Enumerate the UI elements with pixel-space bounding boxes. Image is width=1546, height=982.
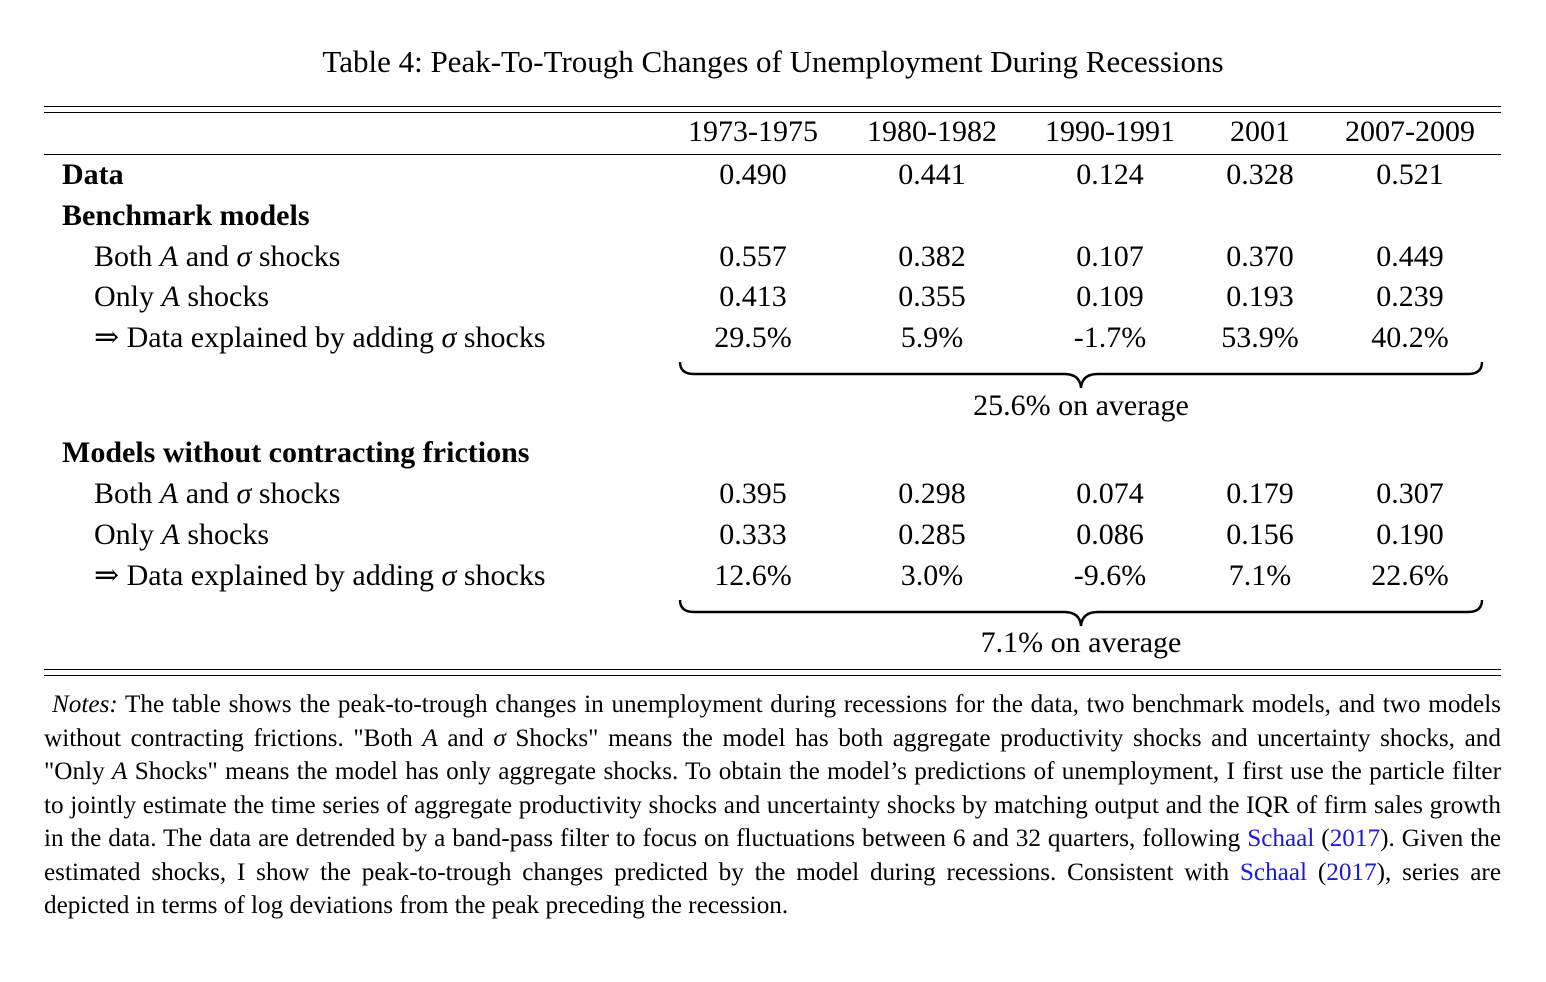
table-cell: 0.190 [1376,518,1444,551]
table-cell: 0.239 [1376,280,1444,313]
table-cell: 0.395 [719,477,787,510]
table-cell: 0.179 [1226,477,1294,510]
table-cell: 29.5% [714,321,792,354]
row-label-data: Data [62,158,124,191]
table-cell: -1.7% [1073,321,1147,354]
col-header: 2001 [1230,115,1290,148]
citation-link-year[interactable]: 2017 [1326,858,1377,886]
table-cell: 0.086 [1076,518,1144,551]
col-header: 1990-1991 [1045,115,1175,148]
table-cell: 0.328 [1226,158,1294,191]
table-cell: 0.107 [1076,240,1144,273]
citation-link-year[interactable]: 2017 [1329,825,1381,852]
section-header-benchmark: Benchmark models [62,199,310,232]
table-cell: 0.557 [719,240,787,273]
table-cell: 0.285 [898,518,966,551]
table-cell: 0.333 [719,518,787,551]
bottom-rule-2 [44,675,1501,676]
table-cell: 0.193 [1226,280,1294,313]
citation-link-schaal[interactable]: Schaal [1239,858,1308,886]
table-cell: 0.109 [1076,280,1144,313]
table-cell: 0.413 [719,280,787,313]
table-cell: 0.074 [1076,477,1144,510]
row-label-benchmark-only: Only A shocks [94,280,269,313]
table-cell: 0.124 [1076,158,1144,191]
table-cell: 0.298 [898,477,966,510]
table-cell: 0.449 [1376,240,1444,273]
row-label-nofriction-both: Both A and σ shocks [94,477,341,510]
table-cell: 0.382 [898,240,966,273]
table-cell: 7.1% [1228,559,1292,592]
benchmark-average: 25.6% on average [973,389,1189,422]
table-cell: 0.490 [719,158,787,191]
underbrace-nofriction [678,599,1484,627]
table-cell: 0.370 [1226,240,1294,273]
table-cell: 12.6% [714,559,792,592]
col-header: 1973-1975 [688,115,818,148]
table-cell: 40.2% [1371,321,1449,354]
table-cell: 0.521 [1376,158,1444,191]
table-cell: 5.9% [900,321,964,354]
top-rule-2 [44,112,1501,113]
col-header: 1980-1982 [867,115,997,148]
top-rule [44,106,1501,107]
header-rule [44,154,1501,155]
table-cell: 53.9% [1221,321,1299,354]
section-header-nofriction: Models without contracting frictions [62,436,530,469]
nofriction-average: 7.1% on average [980,626,1182,659]
table-cell: 22.6% [1371,559,1449,592]
table-cell: 0.156 [1226,518,1294,551]
table-caption: Table 4: Peak-To-Trough Changes of Unemp… [322,44,1224,79]
table-cell: 0.441 [898,158,966,191]
table-cell: -9.6% [1073,559,1147,592]
notes-label: Notes: [52,691,118,718]
row-label-nofriction-explained: ⇒ Data explained by adding σ shocks [94,559,546,592]
row-label-nofriction-only: Only A shocks [94,518,269,551]
bottom-rule [44,669,1501,670]
table-notes: Notes: The table shows the peak-to-troug… [44,691,1502,919]
col-header: 2007-2009 [1345,115,1475,148]
table-cell: 3.0% [900,559,964,592]
row-label-benchmark-both: Both A and σ shocks [94,240,341,273]
table-cell: 0.307 [1376,477,1444,510]
table-cell: 0.355 [898,280,966,313]
row-label-benchmark-explained: ⇒ Data explained by adding σ shocks [94,321,546,354]
underbrace-benchmark [678,361,1484,389]
citation-link-schaal[interactable]: Schaal [1247,825,1315,852]
